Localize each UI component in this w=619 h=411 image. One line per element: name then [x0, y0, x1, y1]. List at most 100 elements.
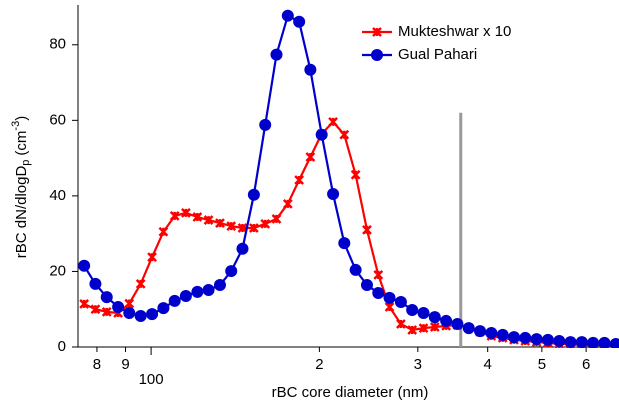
- data-point: [215, 218, 225, 228]
- data-point: [101, 306, 112, 317]
- data-point: [598, 336, 611, 348]
- y-axis-label-unit: (cm: [13, 131, 30, 156]
- data-point: [237, 223, 248, 233]
- data-point: [260, 218, 271, 229]
- data-point: [396, 319, 406, 329]
- data-point: [247, 188, 260, 201]
- data-point: [496, 328, 509, 341]
- y-tick-label: 60: [49, 111, 66, 128]
- y-tick-label: 80: [49, 36, 66, 53]
- data-point: [202, 283, 215, 296]
- data-point: [168, 294, 181, 307]
- data-point: [373, 269, 384, 280]
- data-point: [360, 279, 373, 292]
- data-point: [508, 331, 521, 344]
- x-tick-label: 2: [315, 356, 323, 373]
- data-point: [451, 317, 464, 330]
- x-tick-label: 6: [582, 356, 590, 373]
- data-point: [236, 242, 249, 255]
- legend-label: Mukteshwar x 10: [398, 23, 511, 40]
- data-point: [112, 300, 125, 313]
- legend-marker: [371, 49, 383, 61]
- data-point: [191, 285, 204, 298]
- data-point: [270, 48, 283, 61]
- x-tick-label: 100: [139, 371, 164, 388]
- data-point: [157, 302, 170, 315]
- data-point: [293, 15, 306, 28]
- data-point: [406, 303, 419, 316]
- data-point: [294, 175, 305, 185]
- data-point: [305, 152, 316, 162]
- data-point: [440, 314, 453, 327]
- data-point: [158, 226, 169, 237]
- y-axis-label-main: rBC dN/dlogD: [13, 166, 30, 259]
- data-point: [315, 128, 328, 141]
- data-point: [135, 279, 146, 289]
- y-axis-label-end: ): [13, 116, 30, 121]
- data-point: [203, 215, 214, 225]
- y-tick-label: 0: [58, 338, 66, 355]
- data-point: [259, 118, 272, 131]
- y-tick-label: 40: [49, 187, 66, 204]
- data-point: [271, 214, 282, 224]
- data-point: [169, 211, 180, 221]
- data-point: [428, 311, 441, 324]
- data-point: [134, 310, 147, 323]
- data-point: [78, 259, 91, 272]
- data-point: [372, 286, 385, 299]
- data-point: [429, 322, 440, 332]
- x-axis-label: rBC core diameter (nm): [272, 384, 429, 401]
- data-point: [462, 322, 475, 335]
- data-point: [328, 116, 338, 127]
- data-point: [192, 212, 203, 222]
- data-point: [394, 296, 407, 309]
- data-point: [124, 298, 135, 309]
- data-point: [350, 169, 361, 180]
- plot-area: [78, 9, 619, 348]
- data-point: [417, 307, 430, 319]
- data-point: [90, 304, 101, 315]
- data-point: [100, 291, 113, 304]
- data-point: [339, 129, 350, 140]
- data-point: [383, 291, 396, 304]
- data-point: [587, 336, 600, 348]
- data-point: [123, 307, 136, 319]
- data-point: [362, 225, 372, 235]
- y-axis-label-sup: -3: [10, 121, 22, 131]
- x-tick-label: 9: [121, 356, 129, 373]
- data-point: [180, 208, 191, 218]
- series-line: [83, 14, 616, 346]
- y-tick-label: 20: [49, 262, 66, 279]
- data-point: [519, 331, 532, 344]
- data-point: [485, 327, 498, 340]
- x-tick-label: 4: [484, 356, 492, 373]
- data-point: [327, 188, 340, 200]
- x-tick-label: 8: [93, 356, 101, 373]
- data-point: [213, 279, 226, 292]
- data-point: [575, 336, 588, 348]
- data-point: [609, 337, 619, 348]
- data-point: [226, 221, 237, 231]
- data-point: [553, 334, 566, 347]
- data-point: [79, 299, 90, 309]
- data-point: [248, 223, 259, 233]
- legend-label: Gual Pahari: [398, 46, 477, 63]
- x-tick-label: 5: [538, 356, 546, 373]
- data-point: [530, 333, 543, 346]
- y-axis-label: rBC dN/dlogDp (cm-3): [10, 116, 32, 258]
- data-point: [474, 325, 487, 338]
- legend-marker: [372, 27, 382, 37]
- data-point: [147, 252, 157, 262]
- data-point: [541, 333, 554, 346]
- data-point: [282, 198, 293, 209]
- data-point: [338, 237, 351, 250]
- data-point: [418, 323, 429, 333]
- y-axis-label-sub: p: [20, 160, 32, 166]
- data-point: [281, 9, 294, 22]
- data-point: [225, 265, 238, 278]
- data-point: [384, 302, 395, 312]
- data-point: [407, 325, 418, 335]
- data-point: [89, 277, 102, 290]
- data-point: [304, 63, 317, 76]
